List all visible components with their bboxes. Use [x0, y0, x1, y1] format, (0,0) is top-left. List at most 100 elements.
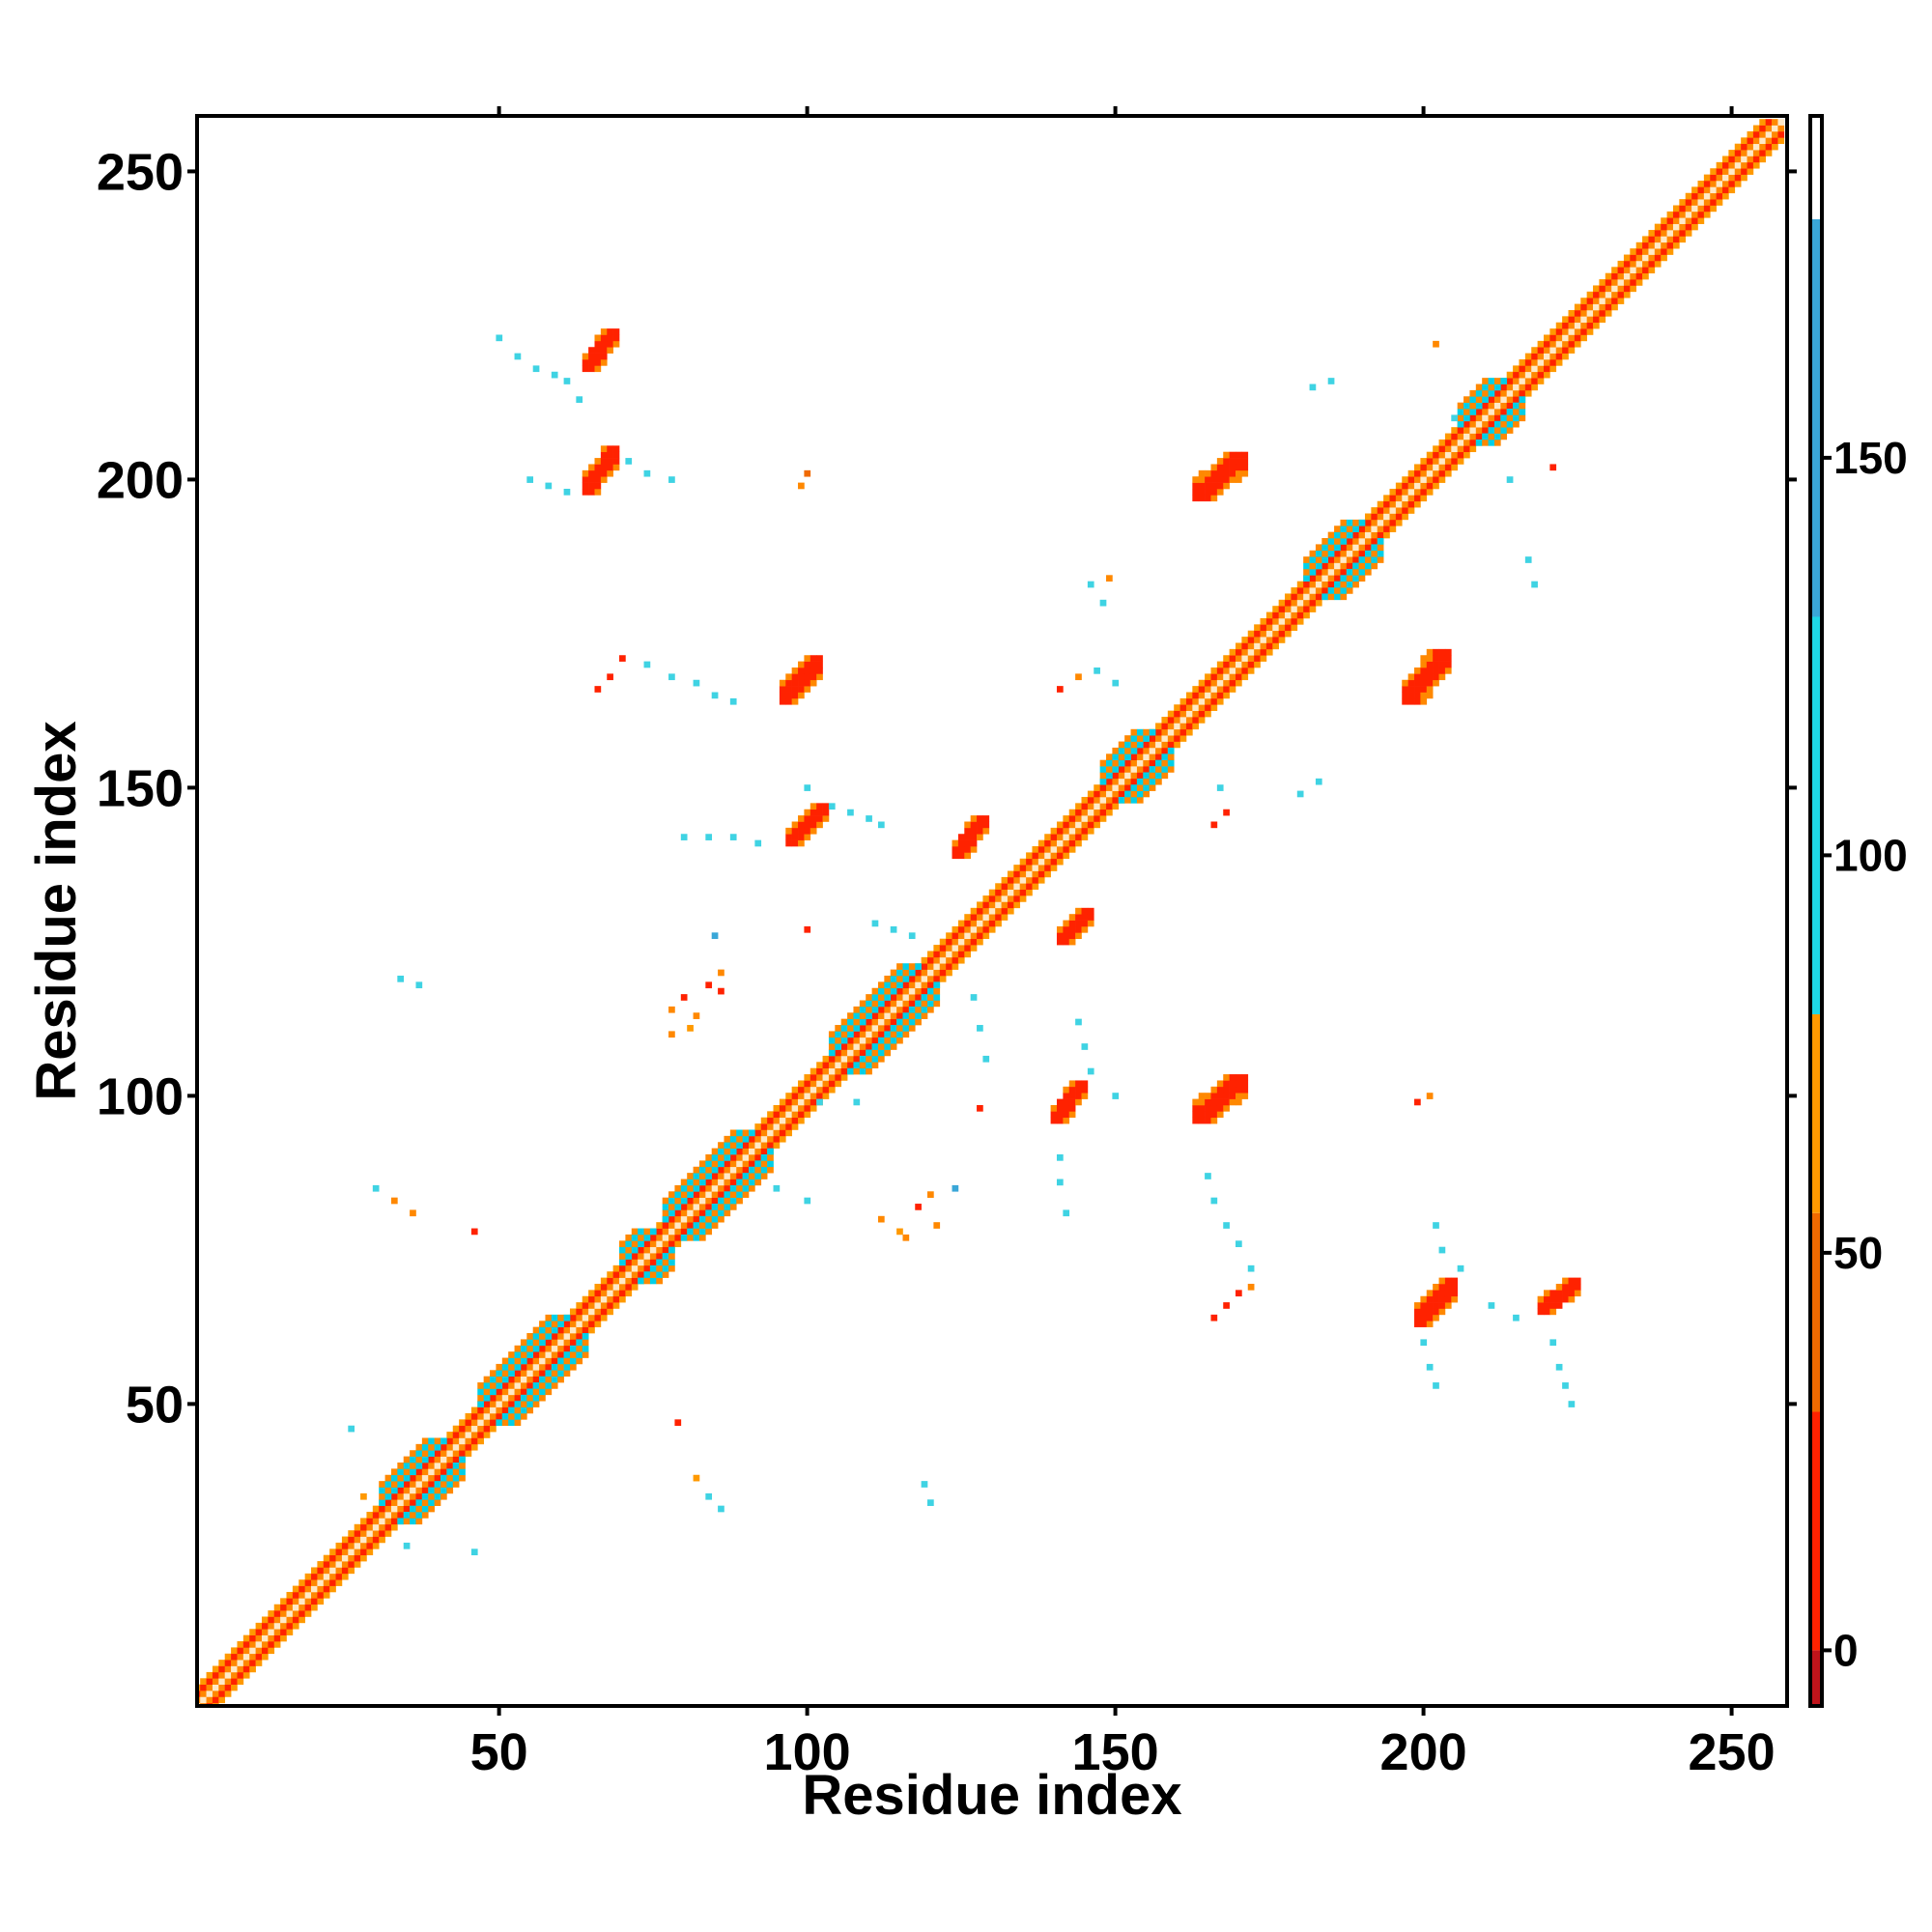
near-diagonal-cell: [483, 1401, 491, 1407]
contact-patch-cell: [1210, 476, 1218, 483]
near-diagonal-cell: [1482, 402, 1489, 410]
near-diagonal-cell: [1223, 679, 1230, 687]
contact-patch-cell: [1229, 1093, 1236, 1099]
diagonal-cell: [501, 1394, 509, 1402]
near-diagonal-cell: [871, 1018, 879, 1026]
near-diagonal-cell: [292, 1622, 299, 1630]
contact-patch-cell: [1433, 1302, 1439, 1309]
helix-cell: [1321, 556, 1329, 563]
near-diagonal-cell: [237, 1653, 244, 1661]
near-diagonal-cell: [1672, 230, 1680, 237]
contact-patch-cell: [607, 469, 613, 477]
near-diagonal-cell: [1568, 309, 1576, 317]
near-diagonal-cell: [754, 1148, 762, 1155]
helix-cell: [532, 1333, 540, 1340]
contact-point: [1236, 1240, 1242, 1248]
near-diagonal-cell: [1143, 741, 1151, 749]
helix-cell: [718, 1197, 724, 1205]
contact-patch-cell: [970, 827, 978, 835]
near-diagonal-cell: [982, 895, 990, 902]
near-diagonal-cell: [348, 1554, 355, 1562]
near-diagonal-cell: [490, 1412, 497, 1420]
diagonal-cell: [1759, 137, 1766, 145]
near-diagonal-cell: [631, 1277, 639, 1285]
near-diagonal-cell: [1236, 667, 1242, 674]
helix-cell: [693, 1173, 700, 1179]
near-diagonal-cell: [1321, 562, 1329, 570]
near-diagonal-cell: [1050, 827, 1058, 835]
near-diagonal-cell: [1106, 784, 1113, 791]
near-diagonal-cell: [711, 1191, 719, 1198]
near-diagonal-cell: [729, 1179, 737, 1186]
diagonal-cell: [1272, 624, 1279, 632]
contact-point: [1327, 378, 1335, 384]
helix-cell: [748, 1173, 755, 1179]
contact-patch-cell: [810, 815, 817, 822]
contact-patch-cell: [1438, 673, 1446, 681]
helix-cell: [649, 1277, 657, 1285]
helix-cell: [440, 1481, 447, 1488]
helix-cell: [421, 1437, 429, 1445]
near-diagonal-cell: [1562, 322, 1569, 329]
near-diagonal-cell: [1537, 365, 1545, 373]
near-diagonal-cell: [1648, 267, 1656, 274]
contact-point: [1236, 1290, 1242, 1297]
helix-cell: [668, 1259, 675, 1266]
diagonal-cell: [341, 1554, 349, 1562]
contact-patch-cell: [1562, 1295, 1569, 1303]
near-diagonal-cell: [539, 1370, 546, 1377]
near-diagonal-cell: [1001, 914, 1009, 921]
near-diagonal-cell: [1265, 642, 1273, 650]
near-diagonal-cell: [1747, 137, 1754, 145]
near-diagonal-cell: [1531, 353, 1538, 360]
helix-cell: [1303, 562, 1310, 570]
near-diagonal-cell: [674, 1215, 682, 1223]
near-diagonal-cell: [656, 1228, 663, 1236]
helix-cell: [532, 1388, 540, 1396]
helix-cell: [662, 1264, 669, 1272]
helix-cell: [1493, 439, 1501, 446]
helix-cell: [1309, 556, 1317, 563]
contact-patch-cell: [1216, 1086, 1224, 1094]
helix-cell: [563, 1357, 571, 1365]
helix-cell: [1519, 414, 1526, 422]
helix-cell: [890, 975, 897, 982]
near-diagonal-cell: [249, 1665, 256, 1673]
diagonal-cell: [638, 1259, 644, 1266]
helix-cell: [754, 1166, 762, 1174]
helix-cell: [890, 969, 897, 977]
contact-patch-cell: [1555, 1302, 1563, 1309]
near-diagonal-cell: [1722, 168, 1729, 175]
near-diagonal-cell: [1174, 710, 1180, 718]
near-diagonal-cell: [1223, 692, 1230, 699]
near-diagonal-cell: [304, 1604, 312, 1611]
near-diagonal-cell: [1414, 476, 1421, 483]
near-diagonal-cell: [545, 1339, 553, 1347]
helix-cell: [680, 1234, 688, 1241]
contact-patch-cell: [964, 834, 971, 840]
near-diagonal-cell: [415, 1487, 423, 1494]
helix-cell: [483, 1388, 491, 1396]
near-diagonal-cell: [237, 1665, 244, 1673]
diagonal-cell: [1672, 223, 1680, 231]
helix-cell: [890, 1037, 897, 1044]
near-diagonal-cell: [1752, 150, 1760, 156]
near-diagonal-cell: [1716, 186, 1723, 194]
helix-cell: [1364, 550, 1372, 557]
contact-patch-cell: [1236, 1074, 1242, 1081]
near-diagonal-cell: [551, 1339, 558, 1347]
contact-patch-cell: [1433, 661, 1439, 668]
helix-cell: [1334, 538, 1341, 545]
near-diagonal-cell: [490, 1401, 497, 1407]
helix-cell: [1327, 544, 1335, 552]
near-diagonal-cell: [1032, 870, 1039, 878]
diagonal-cell: [1482, 414, 1489, 422]
helix-cell: [1327, 593, 1335, 601]
near-diagonal-cell: [1340, 550, 1348, 557]
contact-point: [576, 396, 583, 403]
near-diagonal-cell: [1285, 606, 1292, 612]
near-diagonal-cell: [1334, 575, 1341, 582]
contact-patch-cell: [1420, 655, 1428, 662]
near-diagonal-cell: [1537, 353, 1545, 360]
helix-cell: [884, 975, 892, 982]
